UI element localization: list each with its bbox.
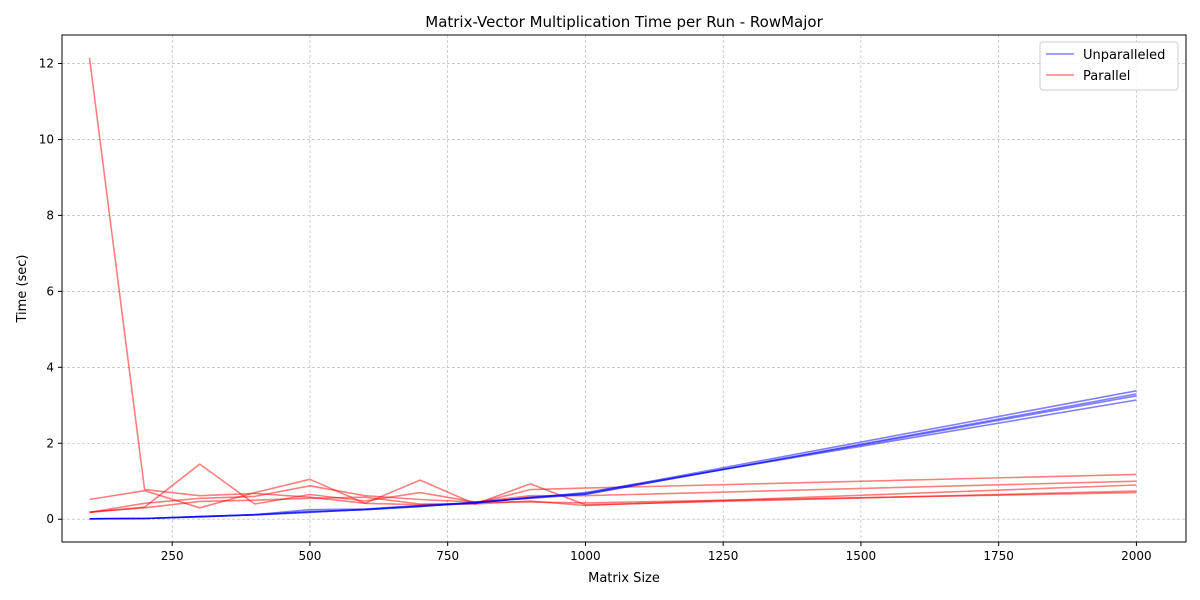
y-tick-label: 2 [46,436,54,450]
x-axis-label: Matrix Size [588,571,660,586]
y-tick-label: 10 [39,132,54,146]
x-tick-label: 750 [436,549,459,563]
y-tick-label: 12 [39,56,54,70]
y-tick-label: 4 [46,360,54,374]
y-tick-label: 0 [46,512,54,526]
legend-label: Unparalleled [1083,48,1165,63]
legend: Unparalleled Parallel [1040,42,1178,90]
x-tick-label: 500 [298,549,321,563]
x-tick-label: 1750 [983,549,1014,563]
x-tick-label: 1500 [846,549,877,563]
y-axis-label: Time (sec) [15,254,30,323]
legend-label: Parallel [1083,69,1130,84]
chart-title: Matrix-Vector Multiplication Time per Ru… [425,13,823,31]
x-tick-label: 1250 [708,549,739,563]
x-tick-label: 2000 [1121,549,1152,563]
y-tick-label: 6 [46,284,54,298]
x-tick-label: 1000 [570,549,601,563]
x-tick-label: 250 [161,549,184,563]
y-tick-label: 8 [46,208,54,222]
